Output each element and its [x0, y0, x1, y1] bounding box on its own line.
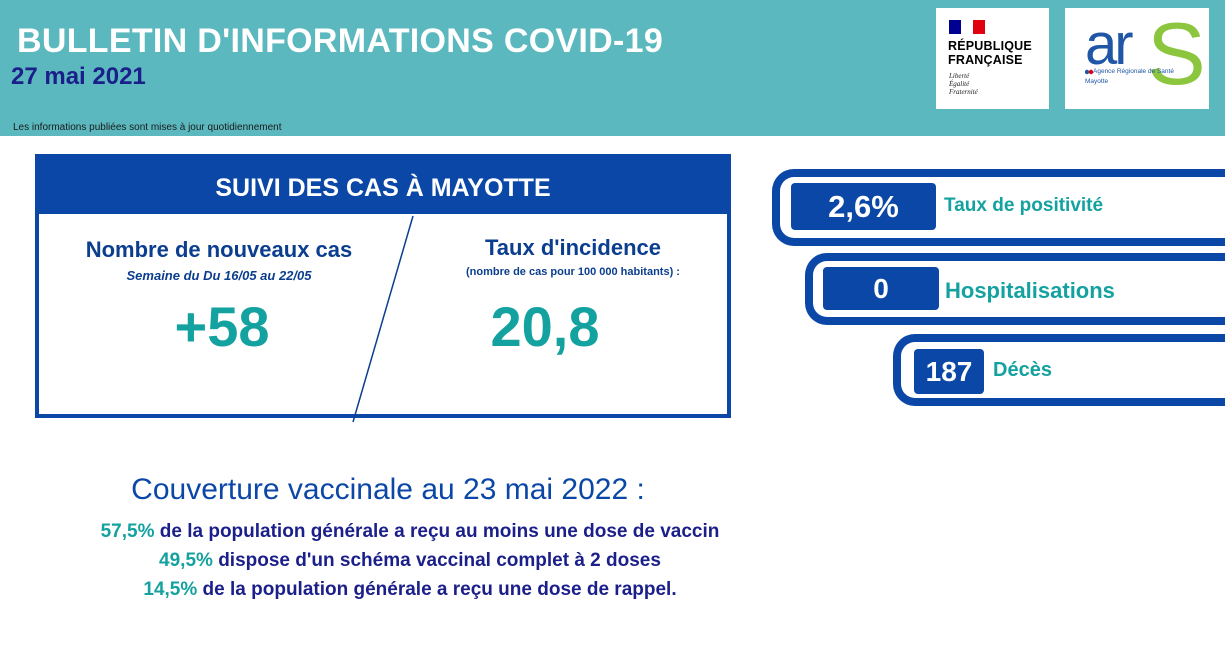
vaccination-title: Couverture vaccinale au 23 mai 2022 :	[131, 473, 645, 506]
complete-text: dispose d'un schéma vaccinal complet à 2…	[212, 550, 661, 571]
logo-republique-line1: RÉPUBLIQUE	[948, 39, 1032, 53]
ars-logo-mark: ar	[1085, 12, 1134, 77]
first-dose-text: de la population générale a reçu au moin…	[154, 521, 720, 542]
stat-card-positivity: 2,6% Taux de positivité	[772, 169, 1225, 246]
incidence-title: Taux d'incidence	[485, 235, 661, 260]
vaccination-line-first-dose: 57,5% de la population générale a reçu a…	[0, 521, 820, 543]
deces-value: 187	[914, 349, 984, 394]
positivity-label: Taux de positivité	[944, 195, 1104, 216]
motto-liberte: Liberté	[949, 72, 970, 80]
motto-egalite: Égalité	[949, 80, 970, 88]
motto-fraternite: Fraternité	[949, 88, 978, 96]
new-cases-title: Nombre de nouveaux cas	[85, 237, 353, 262]
ars-dots-icon	[1085, 69, 1093, 75]
deces-label: Décès	[993, 359, 1052, 381]
case-tracking-panel: SUIVI DES CAS À MAYOTTE Nombre de nouvea…	[35, 154, 731, 422]
header-banner: BULLETIN D'INFORMATIONS COVID-19 27 mai …	[0, 0, 1225, 136]
republique-francaise-logo: RÉPUBLIQUE FRANÇAISE Liberté Égalité Fra…	[936, 8, 1049, 109]
incidence-value: 20,8	[490, 295, 600, 358]
ars-logo: ar S Agence Régionale de Santé Mayotte	[1065, 8, 1209, 109]
vaccination-line-booster: 14,5% de la population générale a reçu u…	[0, 579, 820, 601]
ars-logo-s: S	[1147, 4, 1206, 103]
incidence-subtitle: (nombre de cas pour 100 000 habitants) :	[466, 266, 680, 278]
case-tracking-heading: SUIVI DES CAS À MAYOTTE	[35, 154, 731, 214]
booster-text: de la population générale a reçu une dos…	[197, 579, 677, 600]
hospitalisations-label: Hospitalisations	[945, 278, 1115, 303]
stat-card-deces: 187 Décès	[893, 334, 1225, 406]
vaccination-line-complete: 49,5% dispose d'un schéma vaccinal compl…	[0, 550, 820, 572]
complete-pct: 49,5%	[159, 550, 213, 571]
update-note: Les informations publiées sont mises à j…	[13, 122, 282, 133]
french-flag-icon	[949, 20, 985, 34]
hospitalisations-value: 0	[823, 267, 939, 310]
first-dose-pct: 57,5%	[100, 521, 155, 542]
ars-subtitle: Agence Régionale de Santé	[1093, 68, 1174, 75]
ars-region: Mayotte	[1085, 78, 1109, 85]
logo-republique-line2: FRANÇAISE	[948, 53, 1023, 67]
stat-card-hospitalisations: 0 Hospitalisations	[805, 253, 1225, 325]
bulletin-date: 27 mai 2021	[11, 63, 146, 90]
booster-pct: 14,5%	[143, 579, 198, 600]
bulletin-title: BULLETIN D'INFORMATIONS COVID-19	[17, 22, 664, 60]
new-cases-period: Semaine du Du 16/05 au 22/05	[126, 268, 312, 283]
new-cases-value: +58	[174, 295, 270, 358]
positivity-value: 2,6%	[791, 183, 936, 230]
